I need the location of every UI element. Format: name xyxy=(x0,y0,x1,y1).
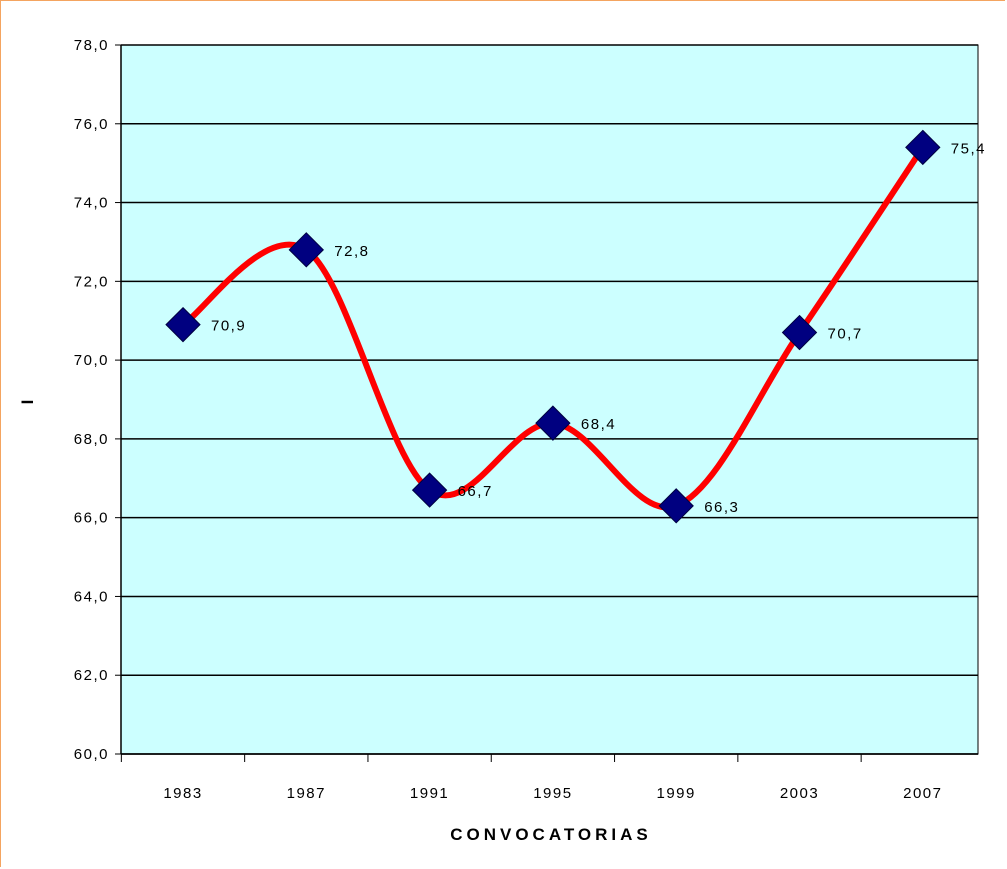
y-tick-label: 72,0 xyxy=(74,273,109,290)
data-labels: 70,9 72,8 66,7 68,4 66,3 70,7 75,4 xyxy=(211,140,986,516)
x-tick-label: 1999 xyxy=(657,785,696,802)
data-point-marker xyxy=(535,405,571,441)
y-tick-label: 60,0 xyxy=(74,746,109,763)
data-label: 70,7 xyxy=(828,326,863,343)
y-tick-label: 62,0 xyxy=(74,667,109,684)
x-tick-label: 1987 xyxy=(287,785,326,802)
data-point-marker xyxy=(165,306,201,343)
data-point-marker xyxy=(658,488,694,524)
data-label: 68,4 xyxy=(581,416,616,433)
x-tick-label: 2003 xyxy=(780,785,819,802)
data-label: 70,9 xyxy=(211,318,246,335)
y-tick-label: 66,0 xyxy=(74,510,109,527)
data-point-marker xyxy=(781,314,818,351)
plot-area xyxy=(120,44,979,755)
x-axis-title: CONVOCATORIAS xyxy=(450,825,652,844)
data-label: 75,4 xyxy=(951,140,986,157)
y-tick-label: 64,0 xyxy=(74,588,109,605)
data-point-marker xyxy=(288,232,325,268)
y-tick-label: 68,0 xyxy=(74,431,109,448)
data-point-marker xyxy=(905,129,941,166)
y-tick-label: 74,0 xyxy=(74,195,109,212)
x-tick-label: 1983 xyxy=(163,785,202,802)
x-tick-label: 1995 xyxy=(533,785,572,802)
x-tick-labels: 1983 1987 1991 1995 1999 2003 2007 xyxy=(163,785,942,802)
y-tick-label: 78,0 xyxy=(74,37,109,54)
axes xyxy=(115,44,978,762)
data-point-marker xyxy=(411,472,448,508)
series-markers xyxy=(165,129,941,524)
y-tick-label: 70,0 xyxy=(74,352,109,369)
x-tick-label: 1991 xyxy=(410,785,449,802)
data-label: 66,3 xyxy=(704,499,739,516)
data-label: 72,8 xyxy=(334,243,369,260)
y-tick-label: 76,0 xyxy=(74,116,109,133)
y-axis-title: I xyxy=(18,396,37,405)
data-label: 66,7 xyxy=(458,483,493,500)
y-tick-labels: 60,0 62,0 64,0 66,0 68,0 70,0 72,0 74,0 76,0 78,0 xyxy=(74,37,109,763)
x-tick-label: 2007 xyxy=(903,785,942,802)
